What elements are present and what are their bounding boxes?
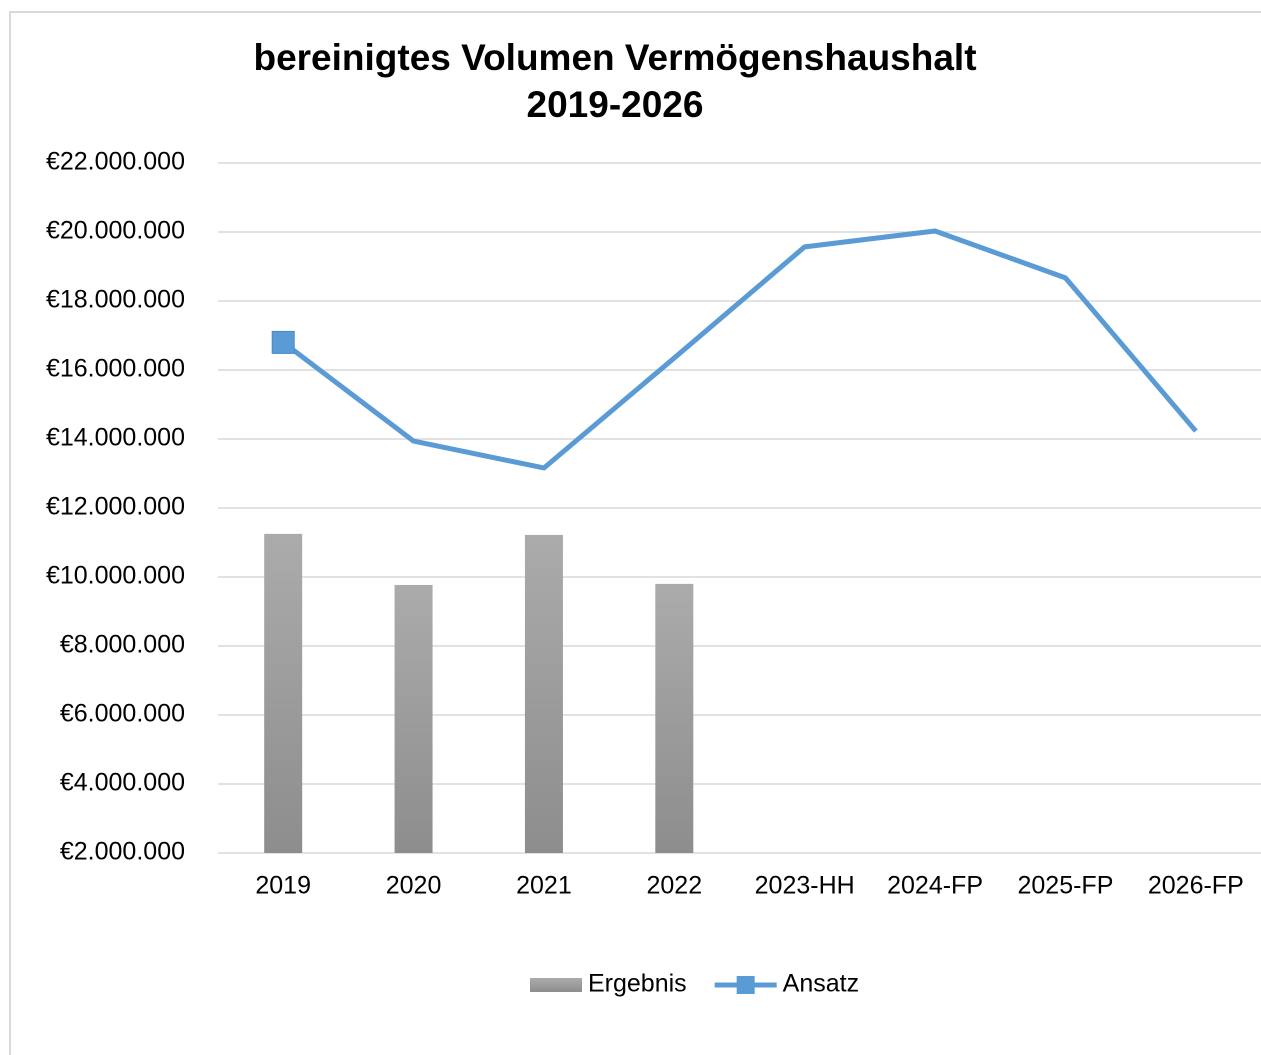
y-tick-label: €10.000.000 [46, 562, 185, 590]
line-marker [271, 330, 295, 354]
x-tick-label: 2026-FP [1148, 872, 1244, 900]
legend-swatch [736, 976, 755, 994]
x-tick-label: 2022 [647, 872, 703, 900]
chart-title-line: 2019-2026 [527, 84, 704, 125]
y-tick-label: €14.000.000 [46, 424, 185, 452]
x-tick-label: 2021 [516, 872, 572, 900]
y-tick-label: €18.000.000 [46, 286, 185, 314]
bar [394, 584, 433, 853]
chart-border [9, 11, 1261, 1055]
legend-label: Ergebnis [588, 970, 687, 998]
x-tick-label: 2023-HH [755, 872, 855, 900]
legend-swatch [530, 978, 582, 992]
legend: Ergebnis Ansatz [530, 970, 859, 998]
bar [264, 533, 303, 853]
y-tick-label: €6.000.000 [60, 700, 185, 728]
x-tick-label: 2020 [386, 872, 442, 900]
x-tick-label: 2025-FP [1017, 872, 1113, 900]
line [281, 228, 1198, 471]
y-tick-label: €12.000.000 [46, 493, 185, 521]
chart-title-line: bereinigtes Volumen Vermögenshaushalt [253, 37, 976, 78]
x-tick-label: 2024-FP [887, 872, 983, 900]
y-tick-label: €2.000.000 [60, 838, 185, 866]
legend-label: Ansatz [783, 970, 859, 998]
marks [264, 228, 1198, 853]
y-tick-label: €20.000.000 [46, 217, 185, 245]
y-tick-label: €8.000.000 [60, 631, 185, 659]
y-tick-label: €22.000.000 [46, 148, 185, 176]
y-tick-label: €4.000.000 [60, 769, 185, 797]
y-tick-label: €16.000.000 [46, 355, 185, 383]
bar [655, 583, 694, 853]
grid: €2.000.000 €4.000.000 €6.000.000 €8.000.000… [46, 148, 1261, 900]
bar [524, 534, 563, 853]
x-tick-label: 2019 [255, 872, 311, 900]
